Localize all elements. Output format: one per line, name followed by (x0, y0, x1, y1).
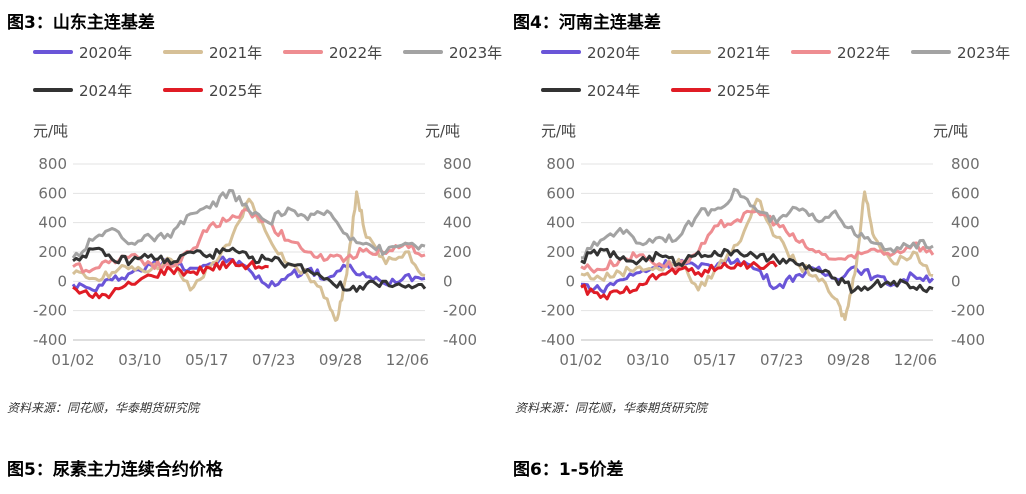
y-tick-label-right: 400 (443, 214, 472, 232)
chart-shandong-basis: 2020年 2021年 2022年 2023年 2024年 2025年元/吨 元/吨 800 8… (5, 38, 505, 378)
x-tick-label: 12/06 (894, 351, 937, 369)
series-line-2024年 (72, 246, 427, 293)
y-tick-label-right: -200 (951, 302, 985, 320)
y-tick-label-left: 400 (38, 214, 67, 232)
y-tick-label-left: 600 (38, 184, 67, 202)
y-axis-unit-left: 元/吨 (541, 122, 576, 140)
series-line-2021年 (71, 190, 426, 322)
legend-label: 2025年 (717, 82, 770, 100)
y-tick-label-left: 800 (546, 155, 575, 173)
y-tick-label-left: -200 (541, 302, 575, 320)
x-tick-label: 05/17 (693, 351, 736, 369)
y-tick-label-right: 0 (443, 272, 453, 290)
series-line-2020年 (580, 255, 935, 295)
fig6-title: 图6：1-5价差 (513, 460, 624, 480)
chart-henan-basis: 2020年 2021年 2022年 2023年 2024年 2025年元/吨 元/吨 800 8… (513, 38, 1013, 378)
legend-item: 2024年 (541, 82, 640, 100)
x-tick-label: 03/10 (626, 351, 669, 369)
y-tick-label-right: 400 (951, 214, 980, 232)
legend-label: 2021年 (717, 44, 770, 62)
y-tick-label-right: -400 (443, 331, 477, 349)
y-axis-unit-right: 元/吨 (933, 122, 968, 140)
legend-item: 2021年 (163, 44, 262, 62)
y-tick-label-left: -200 (33, 302, 67, 320)
legend-item: 2020年 (33, 44, 132, 62)
y-tick-label-left: 0 (565, 272, 575, 290)
series-line-2025年 (580, 260, 778, 301)
legend-item: 2025年 (671, 82, 770, 100)
series-line-2024年 (580, 247, 934, 294)
series-line-2025年 (72, 258, 269, 300)
x-tick-label: 05/17 (185, 351, 228, 369)
legend-item: 2021年 (671, 44, 770, 62)
y-tick-label-left: 200 (38, 243, 67, 261)
series-line-2023年 (71, 188, 426, 259)
legend-label: 2024年 (79, 82, 132, 100)
y-tick-label-left: 200 (546, 243, 575, 261)
source-note-right: 资料来源：同花顺，华泰期货研究院 (515, 401, 708, 415)
y-axis-unit-left: 元/吨 (33, 122, 68, 140)
legend-label: 2020年 (587, 44, 640, 62)
legend-item: 2022年 (283, 44, 382, 62)
y-tick-label-right: 200 (443, 243, 472, 261)
legend-item: 2020年 (541, 44, 640, 62)
y-tick-label-left: -400 (33, 331, 67, 349)
y-tick-label-right: 600 (951, 184, 980, 202)
x-tick-label: 07/23 (760, 351, 803, 369)
y-axis-unit-right: 元/吨 (425, 122, 460, 140)
legend-item: 2023年 (911, 44, 1010, 62)
series-line-2023年 (580, 187, 934, 260)
x-tick-label: 07/23 (252, 351, 295, 369)
legend-label: 2025年 (209, 82, 262, 100)
x-tick-label: 12/06 (386, 351, 429, 369)
y-tick-label-left: 600 (546, 184, 575, 202)
fig4-title: 图4：河南主连基差 (513, 13, 661, 33)
y-tick-label-left: 800 (38, 155, 67, 173)
y-tick-label-left: 0 (57, 272, 67, 290)
legend-item: 2022年 (791, 44, 890, 62)
x-tick-label: 03/10 (118, 351, 161, 369)
legend-label: 2021年 (209, 44, 262, 62)
legend-label: 2023年 (449, 44, 502, 62)
y-tick-label-left: -400 (541, 331, 575, 349)
y-tick-label-right: 200 (951, 243, 980, 261)
y-tick-label-right: 800 (443, 155, 472, 173)
legend-label: 2020年 (79, 44, 132, 62)
x-tick-label: 09/28 (319, 351, 362, 369)
legend-item: 2025年 (163, 82, 262, 100)
series-line-2020年 (71, 255, 426, 293)
legend-label: 2022年 (329, 44, 382, 62)
y-tick-label-right: 600 (443, 184, 472, 202)
legend-label: 2022年 (837, 44, 890, 62)
x-tick-label: 01/02 (559, 351, 602, 369)
y-tick-label-right: 800 (951, 155, 980, 173)
y-tick-label-right: 0 (951, 272, 961, 290)
legend-item: 2023年 (403, 44, 502, 62)
legend-label: 2023年 (957, 44, 1010, 62)
legend-item: 2024年 (33, 82, 132, 100)
fig3-title: 图3：山东主连基差 (7, 13, 155, 33)
y-tick-label-right: -200 (443, 302, 477, 320)
source-note-left: 资料来源：同花顺，华泰期货研究院 (7, 401, 200, 415)
fig5-title: 图5：尿素主力连续合约价格 (7, 460, 223, 480)
y-tick-label-left: 400 (546, 214, 575, 232)
legend-label: 2024年 (587, 82, 640, 100)
x-tick-label: 09/28 (827, 351, 870, 369)
y-tick-label-right: -400 (951, 331, 985, 349)
series-line-2021年 (580, 190, 934, 321)
x-tick-label: 01/02 (51, 351, 94, 369)
